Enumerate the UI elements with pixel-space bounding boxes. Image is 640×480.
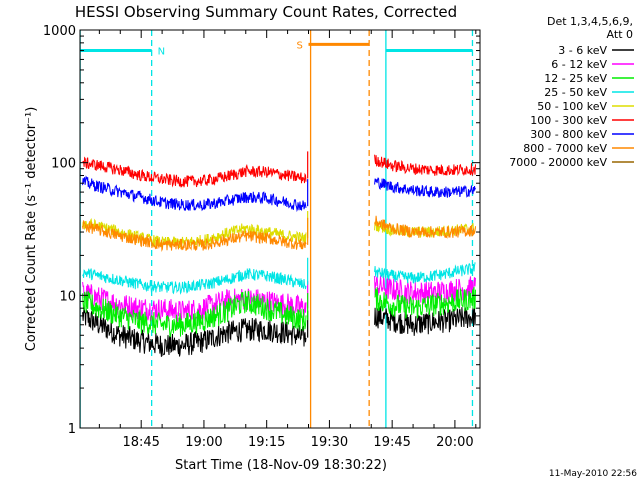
- series-line-3-6kev-0: [82, 304, 307, 357]
- series-line-12-25kev-0: [82, 289, 307, 338]
- series-line-800-7000kev-1: [374, 215, 476, 239]
- series-line-800-7000kev-0: [82, 220, 307, 253]
- series-line-100-300kev-1: [374, 154, 476, 177]
- x-tick-label: 19:15: [248, 435, 285, 450]
- legend-header-attenuator: Att 0: [607, 28, 633, 41]
- y-tick-label: 10: [59, 289, 76, 304]
- series-line-100-300kev-0: [82, 156, 307, 188]
- legend-label: 6 - 12 keV: [551, 58, 607, 71]
- series-line-6-12kev-1: [374, 275, 476, 305]
- x-tick-label: 19:30: [311, 435, 348, 450]
- series-line-300-800kev-0: [82, 175, 307, 213]
- flag-label-S: S: [297, 40, 303, 51]
- legend-label: 100 - 300 keV: [530, 114, 607, 127]
- legend-label: 12 - 25 keV: [544, 72, 607, 85]
- x-axis-label: Start Time (18-Nov-09 18:30:22): [175, 458, 387, 473]
- legend-label: 300 - 800 keV: [530, 128, 607, 141]
- x-tick-label: 19:45: [373, 435, 410, 450]
- legend-label: 800 - 7000 keV: [523, 142, 607, 155]
- legend-label: 3 - 6 keV: [558, 44, 607, 57]
- flag-label-N: N: [158, 47, 165, 58]
- chart-title: HESSI Observing Summary Count Rates, Cor…: [75, 3, 457, 21]
- x-tick-label: 18:45: [122, 435, 159, 450]
- y-axis-label: Corrected Count Rate (s⁻¹ detector⁻¹): [24, 107, 39, 352]
- legend-label: 7000 - 20000 keV: [509, 156, 607, 169]
- series-line-3-6kev-1: [374, 306, 476, 336]
- y-tick-label: 1: [68, 422, 76, 437]
- y-tick-label: 1000: [43, 24, 76, 39]
- x-tick-label: 20:00: [436, 435, 473, 450]
- series-line-300-800kev-1: [374, 177, 476, 198]
- series-line-25-50kev-1: [374, 261, 476, 284]
- plot-frame: [79, 29, 481, 429]
- series-line-12-25kev-1: [374, 286, 476, 319]
- legend-label: 50 - 100 keV: [537, 100, 607, 113]
- series-line-25-50kev-0: [82, 268, 307, 295]
- legend-header-detectors: Det 1,3,4,5,6,9,: [547, 15, 633, 28]
- legend-label: 25 - 50 keV: [544, 86, 607, 99]
- y-tick-label: 100: [51, 157, 76, 172]
- x-tick-label: 19:00: [185, 435, 222, 450]
- footer-date: 11-May-2010 22:56: [549, 469, 637, 479]
